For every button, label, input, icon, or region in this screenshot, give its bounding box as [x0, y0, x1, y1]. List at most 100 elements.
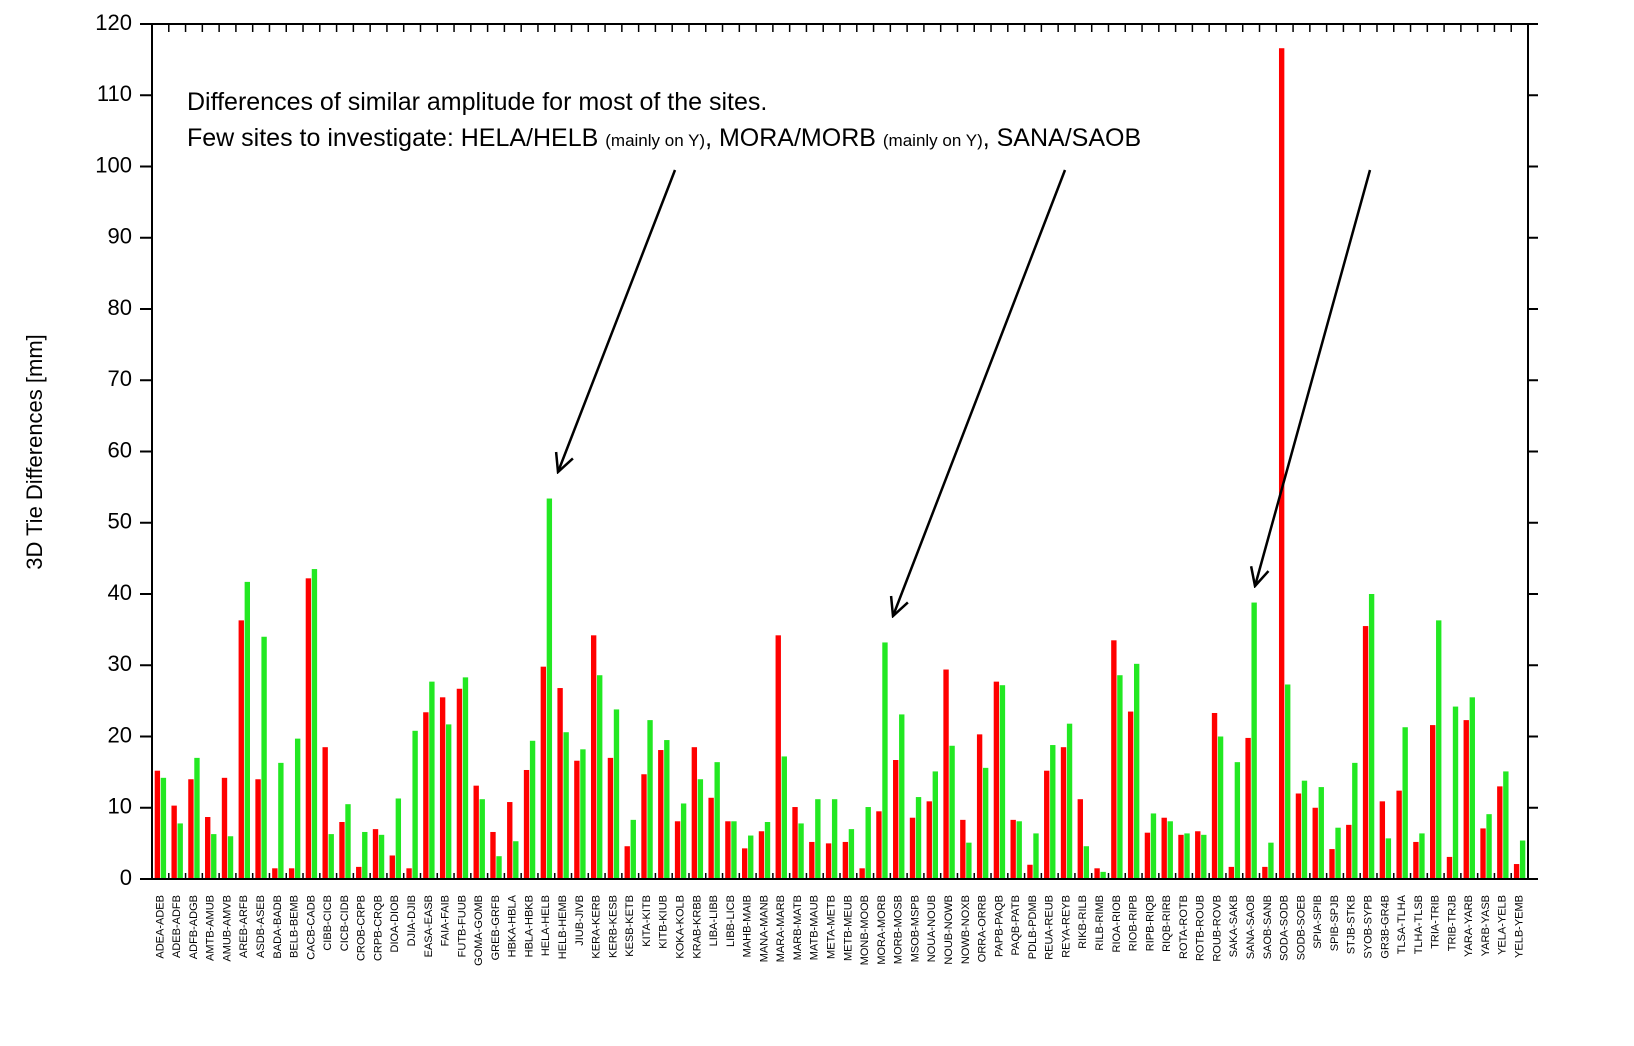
- x-tick-label: SPIB-SPJB: [1329, 895, 1341, 951]
- bar: [1133, 663, 1140, 879]
- y-tick-label: 100: [95, 152, 132, 177]
- bar: [647, 720, 653, 879]
- bar: [1060, 747, 1067, 879]
- x-tick-label: BELB-BEMB: [289, 895, 301, 958]
- bar: [328, 834, 334, 879]
- bar: [1217, 736, 1224, 879]
- x-tick-label: KERB-KESB: [607, 895, 619, 958]
- x-tick-label: GR3B-GR4B: [1379, 895, 1391, 959]
- x-tick-label: PAQB-PATB: [1010, 895, 1022, 956]
- bar: [781, 756, 787, 879]
- bar: [1066, 723, 1073, 879]
- bar: [809, 841, 815, 879]
- bar: [848, 829, 855, 879]
- bar: [529, 740, 536, 879]
- bar: [1027, 864, 1033, 879]
- x-tick-label: KERA-KERB: [591, 895, 603, 959]
- bar: [1285, 684, 1291, 879]
- bar: [1094, 868, 1100, 879]
- bar: [378, 834, 385, 879]
- bar: [160, 777, 167, 879]
- bar: [764, 822, 771, 879]
- bar: [758, 831, 765, 879]
- x-tick-label: RIQB-RIRB: [1161, 895, 1173, 952]
- bar: [339, 822, 345, 879]
- y-axis-title: 3D Tie Differences [mm]: [22, 334, 47, 570]
- bar: [557, 688, 563, 879]
- bar: [976, 734, 983, 879]
- bar: [815, 799, 821, 879]
- x-tick-label: CACB-CADB: [305, 895, 317, 960]
- bar: [540, 666, 547, 879]
- bar: [389, 855, 395, 879]
- x-tick-label: MORB-MOSB: [893, 895, 905, 964]
- x-tick-label: PDLB-PDMB: [1027, 895, 1039, 959]
- bar: [513, 841, 519, 879]
- x-tick-label: MATB-MAUB: [809, 895, 821, 960]
- x-tick-label: REUA-REUB: [1044, 895, 1056, 960]
- bar: [859, 868, 865, 879]
- bar: [1463, 720, 1469, 879]
- bar: [490, 831, 496, 879]
- x-tick-label: KITA-KITB: [641, 895, 653, 947]
- bar: [943, 669, 949, 879]
- x-tick-label: YARA-YARB: [1463, 895, 1475, 957]
- bar: [362, 831, 368, 879]
- bar: [1016, 821, 1022, 879]
- x-tick-label: HBKA-HBLA: [507, 894, 519, 957]
- bar: [1167, 821, 1173, 879]
- x-tick-label: AMUB-AMVB: [221, 895, 233, 962]
- x-tick-label: CIBB-CICB: [322, 895, 334, 951]
- x-tick-label: MORA-MORB: [876, 895, 888, 965]
- x-tick-label: LIBB-LICB: [725, 895, 737, 947]
- bar: [999, 685, 1006, 879]
- x-tick-label: YARB-YASB: [1480, 895, 1492, 956]
- x-tick-label: RIKB-RILB: [1077, 895, 1089, 949]
- y-tick-label: 60: [108, 437, 132, 462]
- arrow: [893, 169, 1067, 616]
- bar: [1318, 787, 1324, 879]
- x-tick-label: META-METB: [826, 895, 838, 959]
- bar: [1379, 801, 1386, 879]
- bar: [842, 841, 849, 879]
- y-tick-label: 0: [120, 865, 132, 890]
- bar: [322, 747, 328, 879]
- bar: [597, 675, 603, 879]
- bar: [439, 697, 446, 879]
- bar: [272, 868, 278, 879]
- bar: [563, 732, 569, 879]
- bar: [680, 803, 687, 879]
- x-tick-label: RILB-RIMB: [1094, 895, 1106, 951]
- bar: [1436, 620, 1442, 879]
- x-tick-label: ASDB-ASEB: [255, 895, 267, 958]
- bar: [674, 821, 681, 879]
- bar: [395, 798, 402, 879]
- x-tick-label: DJIA-DJIB: [406, 895, 418, 946]
- bar: [580, 749, 586, 879]
- bar: [697, 779, 704, 879]
- x-tick-label: RIPB-RIQB: [1144, 895, 1156, 951]
- bar: [1480, 828, 1486, 879]
- bar: [1278, 48, 1285, 880]
- bar: [825, 843, 832, 879]
- bar: [641, 774, 647, 879]
- y-tick-label: 70: [108, 366, 132, 391]
- x-tick-label: KESB-KETB: [624, 895, 636, 957]
- x-tick-label: METB-MEUB: [842, 895, 854, 961]
- bar: [909, 817, 916, 879]
- bar: [445, 724, 452, 879]
- annotation-part: Few sites to investigate: HELA/HELB: [187, 124, 605, 152]
- bar: [1368, 594, 1375, 879]
- bar: [1486, 814, 1492, 879]
- bar: [311, 569, 318, 879]
- x-tick-label: MSOB-MSPB: [909, 895, 921, 962]
- bar: [899, 714, 905, 879]
- bar: [412, 730, 418, 879]
- bar: [288, 868, 295, 879]
- x-tick-label: SODA-SODB: [1279, 895, 1291, 961]
- bar: [1430, 725, 1436, 879]
- bar: [1335, 827, 1341, 879]
- bar: [607, 757, 614, 879]
- bar: [1352, 762, 1358, 879]
- bar: [708, 797, 714, 879]
